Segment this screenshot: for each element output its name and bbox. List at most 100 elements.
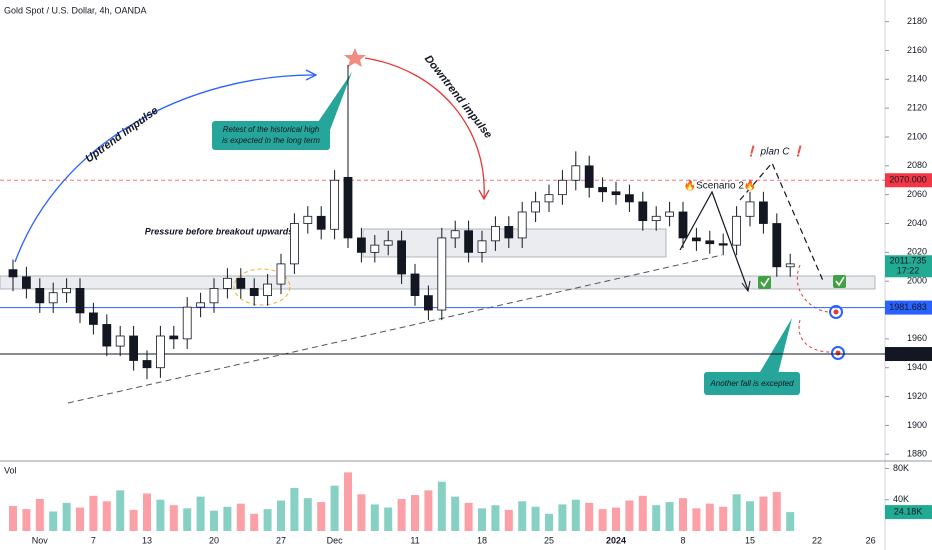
volume-bar <box>89 495 98 531</box>
last-volume-label: 24.18K <box>894 506 923 516</box>
candle-body <box>8 269 18 278</box>
candle-body <box>303 215 313 224</box>
level-label-box <box>885 347 932 362</box>
x-tick-label: 15 <box>745 535 755 545</box>
candle-body <box>370 244 380 253</box>
volume-bar <box>303 498 312 531</box>
candle-body <box>423 295 433 311</box>
volume-bar <box>464 502 473 531</box>
level-label-box <box>885 300 932 315</box>
resistance-zone <box>362 228 667 258</box>
retest-note: is expected in the long term <box>222 136 320 145</box>
x-tick-label: 8 <box>680 535 685 545</box>
candle-body <box>665 211 674 217</box>
candle-body <box>611 191 621 196</box>
candle-body <box>222 277 232 289</box>
trend-line <box>67 254 723 404</box>
candle-body <box>196 302 206 308</box>
x-tick-label: 7 <box>91 535 96 545</box>
callout-pointer <box>760 318 792 374</box>
volume-bar <box>183 508 192 531</box>
candle-body <box>62 288 71 294</box>
y-tick-label: 2160 <box>907 45 927 55</box>
volume-bar <box>558 504 567 531</box>
scenario-path <box>679 190 749 291</box>
candle-body <box>772 223 782 268</box>
volume-bar <box>210 510 218 531</box>
volume-bar <box>545 513 553 531</box>
x-tick-label: 27 <box>276 535 286 545</box>
volume-bar <box>504 509 513 531</box>
level-label: 2070.000 <box>889 175 927 185</box>
candle-body <box>759 201 768 224</box>
candle-body <box>142 360 152 369</box>
volume-bar <box>491 505 500 531</box>
volume-bar <box>116 490 125 531</box>
x-tick-label: Nov <box>32 535 49 545</box>
candle-body <box>330 179 340 230</box>
candle-body <box>517 211 527 239</box>
callout-pointer <box>318 72 352 130</box>
volume-bar <box>451 496 460 531</box>
candle-body <box>236 277 246 289</box>
candle-body <box>625 194 634 203</box>
y-tick-label: 1960 <box>907 333 927 343</box>
volume-bar <box>344 472 352 531</box>
candle-body <box>89 312 98 325</box>
x-tick-label: 2024 <box>606 535 626 545</box>
volume-bar <box>62 502 71 531</box>
candle-body <box>504 225 514 239</box>
last-price-box <box>885 255 932 278</box>
check-mark <box>835 276 845 287</box>
x-tick-label: 25 <box>544 535 554 545</box>
candle-body <box>745 201 755 217</box>
volume-bar <box>692 508 701 531</box>
volume-bar <box>35 498 44 531</box>
candle-body <box>289 223 299 265</box>
x-tick-label: Dec <box>327 535 344 545</box>
plan-label: ❗ plan C ❗ <box>745 145 804 158</box>
y-tick-label: 2020 <box>907 247 927 257</box>
x-tick-label: 22 <box>812 535 822 545</box>
volume-bar <box>679 498 687 531</box>
volume-tick-label: 40K <box>893 494 909 504</box>
volume-label: Vol <box>4 465 17 475</box>
x-tick-label: 20 <box>209 535 219 545</box>
volume-bar <box>772 491 781 531</box>
last-price-timer: 17:22 <box>897 266 920 276</box>
pressure-ellipse <box>233 268 291 306</box>
volume-bar <box>76 507 84 531</box>
x-tick-label: 11 <box>410 535 419 545</box>
check-mark <box>760 277 770 288</box>
x-tick-label: 18 <box>477 535 487 545</box>
volume-bar <box>290 488 299 531</box>
candle-body <box>129 335 139 361</box>
uptrend-arrowhead <box>305 69 318 81</box>
candle-body <box>584 165 594 188</box>
volume-bar <box>746 501 754 531</box>
volume-bar <box>612 507 620 531</box>
candle-body <box>115 335 125 347</box>
volume-bar <box>263 509 272 531</box>
candle-body <box>705 240 715 245</box>
candle-body <box>718 243 728 246</box>
pressure-label: Pressure before breakout upwards <box>145 226 294 236</box>
candle-body <box>48 292 58 304</box>
y-tick-label: 1900 <box>907 420 927 430</box>
candle-body <box>356 237 366 253</box>
candle-body <box>102 324 112 347</box>
volume-bar <box>397 498 406 531</box>
candle-body <box>531 201 540 213</box>
y-tick-label: 2100 <box>907 131 927 141</box>
uptrend-arrow <box>14 74 315 263</box>
downtrend-arrow <box>364 57 485 199</box>
downtrend-arrowhead <box>478 189 490 201</box>
volume-bar <box>370 504 379 531</box>
candle-body <box>169 335 179 340</box>
volume-bar <box>518 501 527 531</box>
y-tick-label: 2120 <box>907 103 927 113</box>
candle-body <box>75 288 85 314</box>
candle-body <box>397 240 407 275</box>
y-tick-label: 2180 <box>907 16 927 26</box>
